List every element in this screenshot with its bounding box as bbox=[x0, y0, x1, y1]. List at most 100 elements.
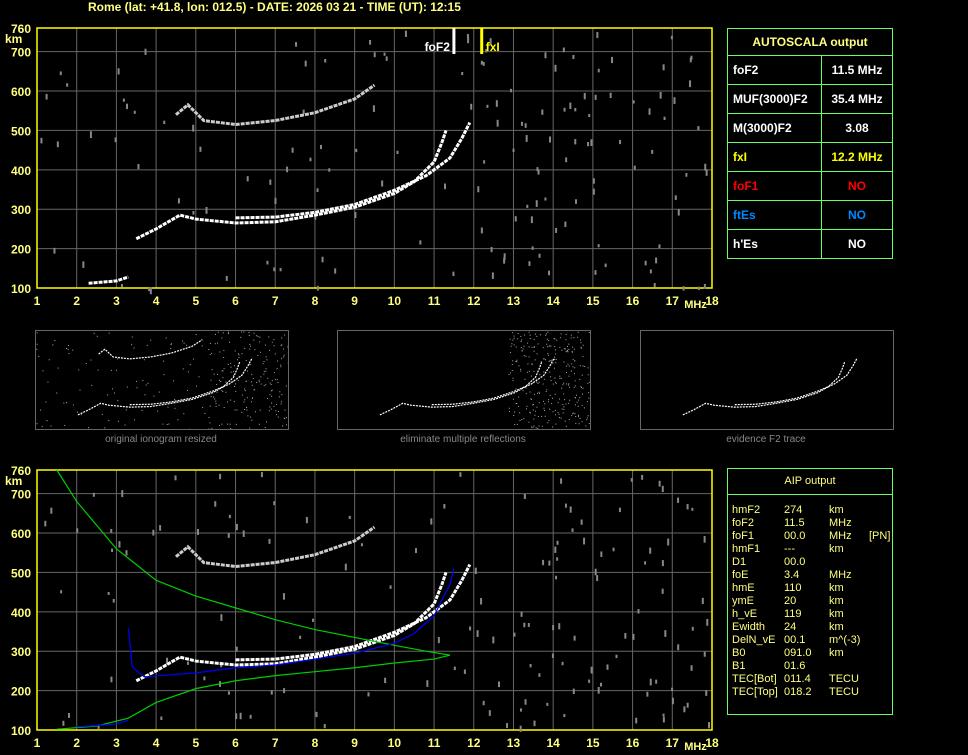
aip-row: foE 3.4 MHz bbox=[732, 569, 902, 582]
y-tick-label: 100 bbox=[11, 282, 31, 296]
x-tick-label: 10 bbox=[388, 736, 402, 750]
thumbnail-evidence-f2 bbox=[640, 330, 894, 438]
aip-cell: B0 bbox=[732, 647, 746, 659]
noise-dot bbox=[269, 179, 272, 185]
noise-dot bbox=[205, 206, 208, 214]
aip-cell: B1 bbox=[732, 660, 746, 672]
noise-dot bbox=[697, 286, 700, 291]
noise-dot bbox=[525, 135, 528, 142]
noise-dot bbox=[430, 518, 433, 525]
noise-dot bbox=[453, 666, 456, 671]
noise-dot bbox=[92, 492, 95, 497]
noise-dot bbox=[529, 663, 532, 668]
noise-dot bbox=[541, 109, 544, 115]
noise-dot bbox=[414, 548, 417, 554]
noise-dot bbox=[503, 253, 506, 260]
noise-dot bbox=[121, 490, 124, 498]
marker-label: foF2 bbox=[425, 40, 451, 54]
aip-row: B0 091.0 km bbox=[732, 647, 902, 660]
aip-cell: hmF1 bbox=[732, 543, 761, 555]
autoscala-row: h'Es NO bbox=[728, 230, 892, 258]
aip-cell: 119 bbox=[784, 608, 802, 620]
noise-dot bbox=[62, 720, 65, 726]
noise-dot bbox=[166, 657, 169, 665]
x-tick-label: 11 bbox=[428, 736, 441, 750]
aip-cell: foF2 bbox=[732, 517, 755, 529]
noise-dot bbox=[594, 270, 597, 275]
noise-dot bbox=[632, 100, 635, 104]
noise-dot bbox=[519, 708, 522, 712]
aip-cell: TECU bbox=[829, 673, 859, 685]
aip-row: TEC[Top] 018.2 TECU bbox=[732, 686, 902, 699]
noise-dot bbox=[268, 538, 271, 544]
noise-dot bbox=[266, 260, 269, 265]
noise-dot bbox=[225, 275, 228, 281]
noise-dot bbox=[148, 287, 151, 292]
noise-dot bbox=[564, 503, 567, 508]
noise-dot bbox=[548, 560, 551, 566]
noise-dot bbox=[533, 720, 536, 727]
noise-dot bbox=[592, 178, 595, 184]
noise-dot bbox=[459, 472, 462, 477]
aip-cell bbox=[829, 660, 869, 673]
noise-dot bbox=[45, 93, 48, 100]
noise-dot bbox=[239, 712, 242, 720]
noise-dot bbox=[133, 110, 136, 114]
aip-cell: ymE bbox=[732, 595, 754, 607]
noise-dot bbox=[677, 209, 680, 216]
noise-dot bbox=[112, 599, 115, 603]
noise-dot bbox=[426, 680, 429, 687]
noise-dot bbox=[196, 528, 199, 535]
noise-dot bbox=[546, 702, 549, 706]
aip-row: foF2 11.5 MHz bbox=[732, 517, 902, 530]
noise-dot bbox=[697, 126, 700, 131]
aip-row: hmF1 --- km bbox=[732, 543, 902, 556]
y-tick-label: 300 bbox=[11, 645, 31, 659]
noise-dot bbox=[437, 636, 440, 644]
noise-dot bbox=[474, 567, 477, 575]
noise-dot bbox=[544, 197, 547, 201]
aip-cell: 00.0 bbox=[784, 556, 806, 568]
x-tick-label: 4 bbox=[153, 294, 160, 308]
aip-cell: 11.5 bbox=[784, 517, 805, 529]
noise-dot bbox=[311, 618, 314, 622]
noise-dot bbox=[644, 260, 647, 266]
noise-dot bbox=[649, 547, 652, 554]
noise-dot bbox=[242, 530, 245, 537]
aip-row: TEC[Bot] 011.4 TECU bbox=[732, 673, 902, 686]
noise-dot bbox=[662, 713, 665, 717]
noise-dot bbox=[324, 58, 327, 63]
aip-cell: foF1 bbox=[732, 530, 755, 542]
noise-dot bbox=[122, 98, 125, 102]
noise-dot bbox=[528, 261, 531, 266]
noise-dot bbox=[703, 651, 706, 657]
noise-dot bbox=[463, 669, 466, 674]
noise-dot bbox=[385, 56, 388, 61]
aip-cell: [PN] bbox=[869, 530, 891, 542]
noise-dot bbox=[97, 724, 100, 729]
noise-dot bbox=[273, 501, 276, 506]
y-tick-label: 500 bbox=[11, 124, 31, 138]
param-name: M(3000)F2 bbox=[728, 114, 822, 142]
noise-dot bbox=[321, 256, 324, 263]
noise-dot bbox=[110, 676, 113, 683]
noise-dot bbox=[372, 105, 375, 112]
noise-dot bbox=[556, 540, 559, 545]
noise-dot bbox=[592, 188, 595, 195]
noise-dot bbox=[203, 676, 206, 681]
noise-dot bbox=[56, 141, 59, 148]
x-tick-label: 8 bbox=[312, 736, 319, 750]
noise-dot bbox=[618, 507, 621, 513]
noise-dot bbox=[496, 119, 499, 127]
autoscala-row: foF2 11.5 MHz bbox=[728, 56, 892, 85]
noise-dot bbox=[469, 626, 472, 631]
x-tick-label: 16 bbox=[626, 736, 640, 750]
x-tick-label: 18 bbox=[705, 294, 719, 308]
aip-cell: DelN_vE bbox=[732, 634, 776, 646]
x-tick-label: 1 bbox=[34, 736, 41, 750]
noise-dot bbox=[82, 261, 85, 268]
noise-dot bbox=[563, 713, 566, 718]
noise-dot bbox=[328, 168, 331, 172]
noise-dot bbox=[111, 548, 114, 553]
noise-dot bbox=[677, 497, 680, 503]
